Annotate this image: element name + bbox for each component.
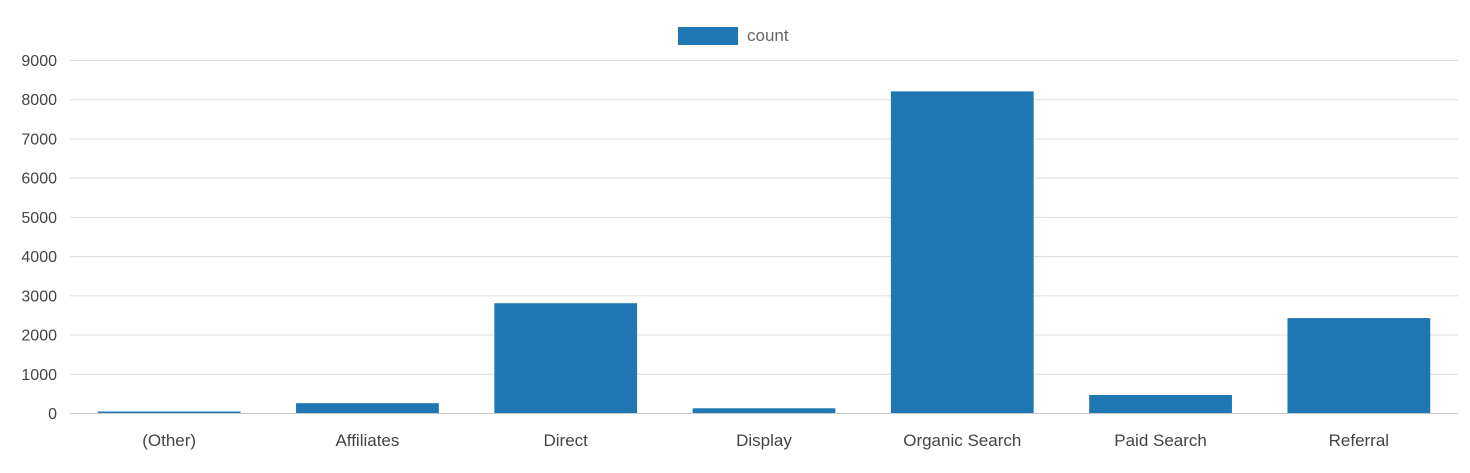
y-tick-label: 2000	[21, 328, 57, 345]
x-tick-label: (Other)	[142, 431, 196, 450]
y-tick-label: 5000	[21, 210, 57, 227]
x-tick-label: Paid Search	[1114, 431, 1207, 450]
y-tick-label: 8000	[21, 92, 57, 109]
y-tick-label: 0	[48, 406, 57, 423]
x-axis-ticks: (Other) Affiliates Direct Display Organic Se…	[142, 431, 1389, 450]
y-tick-label: 4000	[21, 249, 57, 266]
y-tick-label: 9000	[21, 53, 57, 70]
x-tick-label: Direct	[544, 431, 589, 450]
x-tick-label: Display	[736, 431, 792, 450]
y-tick-label: 1000	[21, 367, 57, 384]
x-tick-label: Referral	[1329, 431, 1389, 450]
bar-paid-search[interactable]	[1089, 394, 1232, 413]
x-tick-label: Organic Search	[903, 431, 1021, 450]
legend-swatch[interactable]	[678, 27, 738, 45]
bar-affiliates[interactable]	[296, 403, 439, 413]
bar-direct[interactable]	[494, 303, 638, 413]
bar-display[interactable]	[692, 408, 836, 413]
legend-label[interactable]: count	[747, 26, 789, 45]
legend[interactable]: count	[678, 26, 789, 45]
y-tick-label: 7000	[21, 131, 57, 148]
x-tick-label: Affiliates	[335, 431, 399, 450]
y-tick-label: 6000	[21, 171, 57, 188]
bars	[97, 91, 1431, 414]
bar-organic-search[interactable]	[890, 91, 1034, 413]
bar-other[interactable]	[97, 411, 241, 414]
bar-referral[interactable]	[1287, 318, 1431, 413]
y-tick-label: 3000	[21, 288, 57, 305]
gridlines	[70, 60, 1458, 375]
y-axis-ticks: 0 1000 2000 3000 4000 5000 6000 7000 8000 9000	[21, 53, 57, 423]
